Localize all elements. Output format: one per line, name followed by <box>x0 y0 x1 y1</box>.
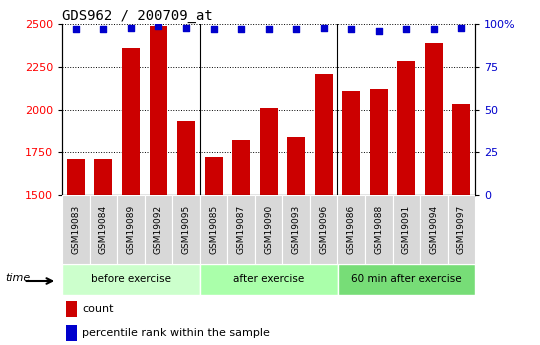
Text: before exercise: before exercise <box>91 275 171 284</box>
Bar <box>66 325 77 341</box>
Text: percentile rank within the sample: percentile rank within the sample <box>82 328 270 338</box>
Point <box>237 27 245 32</box>
Text: GSM19093: GSM19093 <box>292 205 301 254</box>
Bar <box>62 264 200 295</box>
Bar <box>310 195 338 264</box>
Point <box>71 27 80 32</box>
Point <box>457 25 465 30</box>
Point <box>319 25 328 30</box>
Text: GSM19086: GSM19086 <box>347 205 356 254</box>
Bar <box>260 108 278 345</box>
Bar <box>122 48 140 345</box>
Bar <box>453 104 470 345</box>
Bar <box>425 43 443 345</box>
Bar <box>342 91 360 345</box>
Point <box>292 27 300 32</box>
Bar <box>150 26 167 345</box>
Point <box>210 27 218 32</box>
Bar <box>282 195 310 264</box>
Bar <box>420 195 448 264</box>
Text: GSM19084: GSM19084 <box>99 205 108 254</box>
Text: 60 min after exercise: 60 min after exercise <box>351 275 462 284</box>
Point <box>181 25 190 30</box>
Point <box>429 27 438 32</box>
Text: GSM19097: GSM19097 <box>457 205 466 254</box>
Point <box>402 27 410 32</box>
Text: GSM19095: GSM19095 <box>181 205 191 254</box>
Bar <box>227 195 255 264</box>
Bar <box>205 157 222 345</box>
Point <box>347 27 355 32</box>
Bar <box>172 195 200 264</box>
Point <box>126 25 135 30</box>
Bar <box>117 195 145 264</box>
Bar <box>338 264 475 295</box>
Text: count: count <box>82 304 113 314</box>
Text: GSM19096: GSM19096 <box>319 205 328 254</box>
Text: GSM19085: GSM19085 <box>209 205 218 254</box>
Bar <box>200 264 338 295</box>
Text: GSM19091: GSM19091 <box>402 205 411 254</box>
Bar <box>287 137 305 345</box>
Bar <box>62 195 90 264</box>
Text: GSM19083: GSM19083 <box>71 205 80 254</box>
Text: GSM19087: GSM19087 <box>237 205 246 254</box>
Bar <box>315 74 333 345</box>
Bar <box>338 195 365 264</box>
Bar <box>200 195 227 264</box>
Text: time: time <box>5 273 30 283</box>
Bar <box>393 195 420 264</box>
Text: GSM19092: GSM19092 <box>154 205 163 254</box>
Bar <box>448 195 475 264</box>
Text: GSM19094: GSM19094 <box>429 205 438 254</box>
Bar <box>90 195 117 264</box>
Text: after exercise: after exercise <box>233 275 304 284</box>
Point <box>99 27 108 32</box>
Text: GSM19088: GSM19088 <box>374 205 383 254</box>
Point <box>265 27 273 32</box>
Bar <box>94 159 112 345</box>
Point <box>154 23 163 29</box>
Bar <box>67 159 85 345</box>
Bar <box>370 89 388 345</box>
Bar <box>255 195 282 264</box>
Text: GSM19089: GSM19089 <box>126 205 136 254</box>
Text: GDS962 / 200709_at: GDS962 / 200709_at <box>62 9 213 23</box>
Point <box>374 28 383 34</box>
Bar <box>397 61 415 345</box>
Bar <box>145 195 172 264</box>
Bar <box>365 195 393 264</box>
Bar <box>232 140 250 345</box>
Text: GSM19090: GSM19090 <box>264 205 273 254</box>
Bar <box>66 302 77 317</box>
Bar <box>177 121 195 345</box>
